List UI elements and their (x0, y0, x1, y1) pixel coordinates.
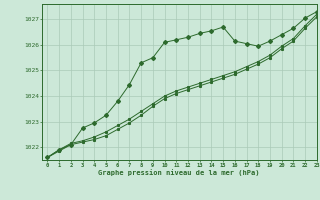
X-axis label: Graphe pression niveau de la mer (hPa): Graphe pression niveau de la mer (hPa) (99, 169, 260, 176)
